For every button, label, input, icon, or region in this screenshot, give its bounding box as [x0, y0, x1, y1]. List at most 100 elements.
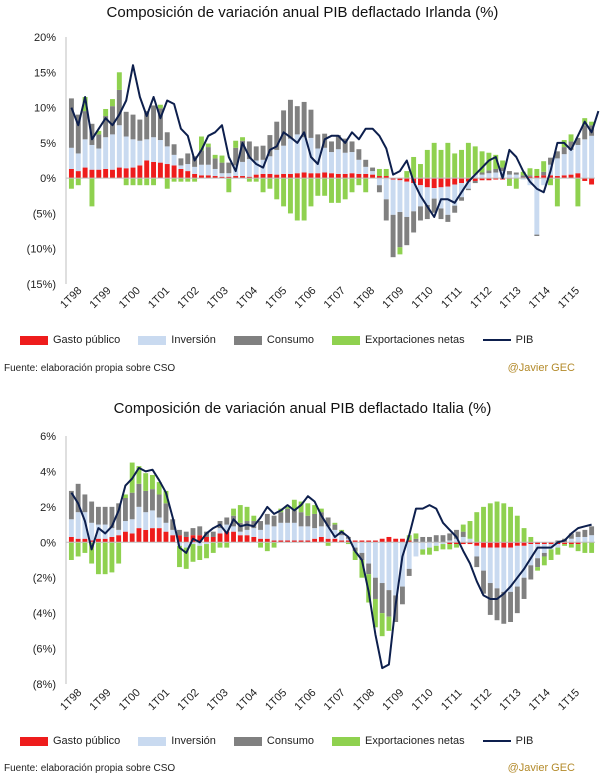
bar-segment [383, 176, 389, 179]
bar-segment [68, 168, 74, 179]
bar-segment [305, 526, 311, 541]
x-tick-label: 1T12 [468, 285, 494, 311]
bar-segment [318, 512, 324, 527]
bar-segment [116, 535, 122, 543]
bar-segment [171, 165, 177, 179]
bar-segment [305, 540, 311, 543]
bar-segment [487, 503, 493, 543]
legend: Gasto público Inversión Consumo Exportac… [20, 334, 551, 346]
bar-segment [82, 538, 88, 543]
bar-segment [465, 188, 471, 191]
bar-segment [204, 542, 209, 545]
bar-segment [318, 508, 324, 513]
bar-segment [386, 590, 392, 617]
bar-segment [177, 545, 182, 568]
bar-segment [109, 542, 115, 573]
legend-swatch-consumo [233, 736, 262, 746]
bar-segment [301, 137, 307, 173]
bar-segment [260, 145, 266, 160]
bar-segment [427, 536, 432, 543]
author-credit: @Javier GEC [507, 762, 575, 774]
bar-segment [258, 542, 263, 548]
bar-segment [500, 167, 506, 172]
bar-segment [298, 512, 304, 527]
bar-segment [481, 542, 486, 548]
x-tick-label: 1T04 [234, 285, 260, 311]
bar-segment [589, 535, 595, 543]
bar-segment [285, 508, 291, 523]
bar-segment [459, 149, 465, 179]
bar-segment [267, 156, 273, 174]
bar-segment [103, 108, 109, 117]
bar-segment [527, 176, 533, 179]
bar-segment [514, 586, 520, 614]
bar-segment [274, 178, 280, 200]
chart-italia: 6% 4% 2% 0% (2%) (4%) (6%) (8%)1T98 1T99 1T00 1T01… [33, 431, 595, 713]
bar-segment [379, 583, 385, 614]
bar-segment [548, 157, 553, 165]
bar-segment [452, 153, 458, 179]
bar-segment [143, 473, 149, 491]
bar-segment [170, 529, 176, 536]
bar-segment [459, 183, 465, 198]
bar-segment [251, 521, 257, 529]
bar-segment [568, 542, 574, 545]
bar-segment [404, 178, 410, 182]
bar-segment [356, 159, 362, 174]
bar-segment [363, 178, 369, 193]
bar-segment [345, 538, 351, 541]
bar-segment [244, 529, 250, 536]
bar-segment [260, 178, 266, 193]
bar-segment [589, 542, 595, 553]
bar-segment [103, 137, 109, 169]
bar-segment [137, 140, 143, 166]
bar-segment [198, 150, 204, 165]
bar-segment [445, 178, 451, 187]
bar-segment [68, 542, 74, 560]
bar-segment [258, 529, 263, 539]
bar-segment [271, 542, 277, 548]
bar-segment [582, 536, 588, 543]
bar-segment [554, 178, 560, 207]
bar-segment [342, 152, 348, 174]
bar-segment [291, 540, 297, 543]
x-tick-label: 1T98 [58, 285, 84, 311]
bar-segment [359, 542, 365, 553]
bar-segment [487, 547, 493, 584]
bar-segment [535, 542, 541, 545]
bar-segment [75, 178, 81, 186]
bar-segment [339, 535, 345, 541]
bar-segment [366, 563, 372, 575]
x-tick-label: 1T01 [146, 687, 172, 713]
bar-segment [163, 531, 169, 543]
bar-segment [481, 547, 486, 571]
x-tick-label: 1T02 [175, 285, 201, 311]
legend-swatch-inversion [138, 736, 167, 746]
bar-segment [589, 121, 595, 126]
bar-segment [431, 198, 437, 213]
bar-segment [431, 142, 437, 179]
bar-segment [493, 168, 499, 173]
bar-segment [433, 542, 439, 546]
bar-segment [418, 206, 423, 221]
bar-segment [359, 552, 365, 560]
bar-segment [89, 501, 95, 523]
chart-panel-italia: Composición de variación anual PIB defla… [0, 392, 605, 777]
legend-label: Exportaciones netas [364, 735, 465, 747]
bar-segment [460, 542, 466, 545]
legend-label: Inversión [171, 735, 216, 747]
bar-segment [534, 234, 540, 237]
bar-segment [582, 542, 588, 553]
bar-segment [397, 178, 403, 181]
x-tick-label: 1T15 [556, 687, 582, 713]
bar-segment [431, 188, 437, 199]
bar-segment [335, 173, 341, 179]
bar-segment [240, 161, 245, 177]
pib-line [70, 466, 592, 670]
bar-segment [454, 529, 459, 539]
bar-segment [137, 178, 143, 186]
bar-segment [68, 178, 74, 189]
bar-segment [541, 542, 547, 545]
bar-segment [575, 173, 581, 179]
bar-segment [170, 519, 176, 530]
